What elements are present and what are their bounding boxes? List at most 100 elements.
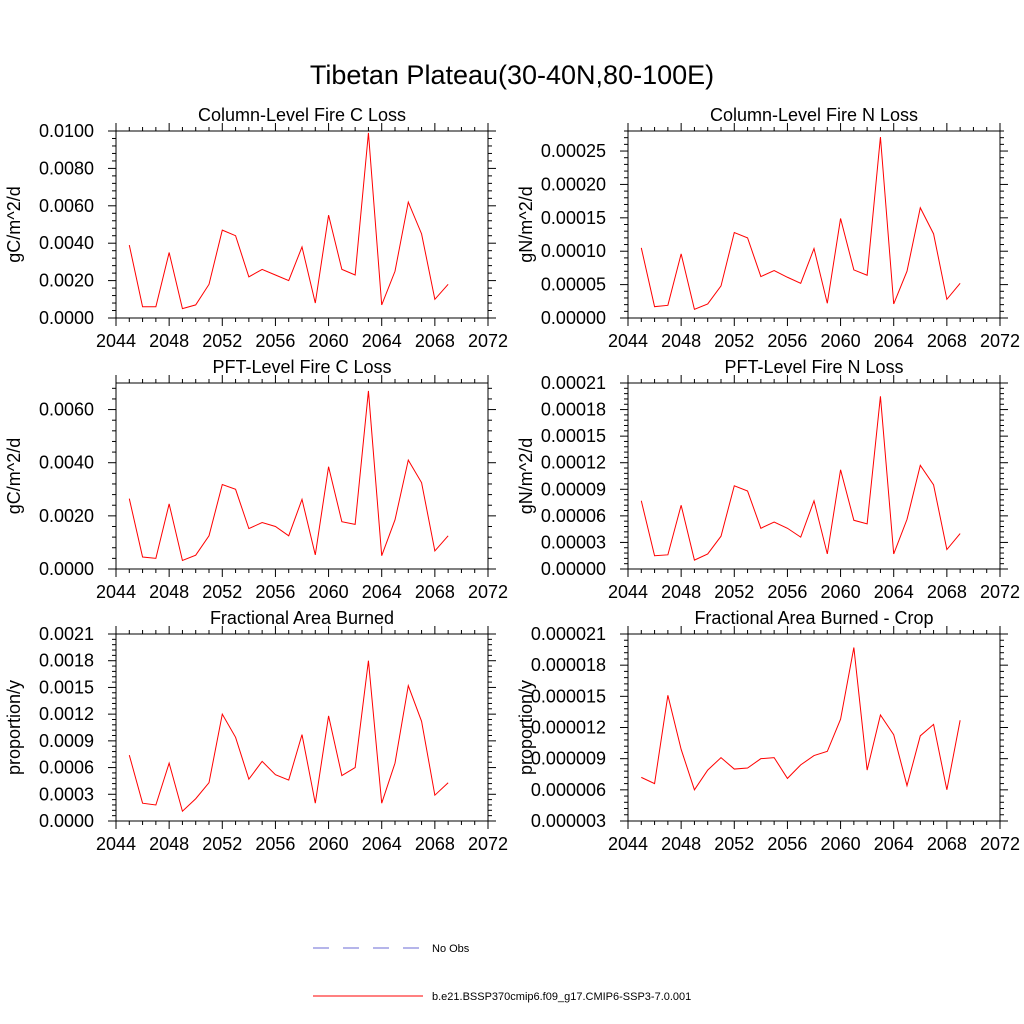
y-tick-label: 0.0006 (39, 758, 94, 778)
series-line-1 (128, 132, 449, 310)
y-tick-label: 0.0003 (39, 784, 94, 804)
y-tick-label: 0.000015 (531, 686, 606, 706)
x-tick-label: 2056 (255, 331, 295, 351)
y-tick-label: 0.00015 (541, 208, 606, 228)
y-tick-label: 0.00015 (541, 426, 606, 446)
x-tick-label: 2056 (767, 331, 807, 351)
series-line-1 (640, 396, 961, 561)
x-tick-label: 2048 (149, 331, 189, 351)
y-tick-label: 0.0012 (39, 704, 94, 724)
y-tick-label: 0.000021 (531, 624, 606, 644)
y-tick-label: 0.0020 (39, 271, 94, 291)
y-tick-label: 0.00000 (541, 308, 606, 328)
y-tick-label: 0.0040 (39, 233, 94, 253)
y-tick-label: 0.0000 (39, 559, 94, 579)
x-tick-label: 2044 (96, 331, 136, 351)
y-tick-label: 0.0060 (39, 196, 94, 216)
x-tick-label: 2044 (96, 582, 136, 602)
x-tick-label: 2052 (202, 582, 242, 602)
panel-title: PFT-Level Fire N Loss (724, 357, 903, 377)
x-tick-label: 2056 (767, 582, 807, 602)
chart-panel-4: PFT-Level Fire N Loss gN/m^2/d 2044 2048 205… (516, 357, 1020, 602)
y-tick-label: 0.000009 (531, 749, 606, 769)
y-tick-label: 0.0100 (39, 121, 94, 141)
x-tick-label: 2064 (874, 834, 914, 854)
legend: No Obs b.e21.BSSP370cmip6.f09_g17.CMIP6-… (313, 943, 691, 1003)
y-tick-label: 0.0018 (39, 651, 94, 671)
series-line-1 (128, 390, 449, 562)
x-tick-label: 2064 (362, 582, 402, 602)
panel-title: Column-Level Fire C Loss (198, 105, 406, 125)
figure-title: Tibetan Plateau(30-40N,80-100E) (310, 60, 714, 90)
x-tick-label: 2060 (309, 834, 349, 854)
x-tick-label: 2060 (821, 331, 861, 351)
x-tick-label: 2068 (927, 582, 967, 602)
x-tick-label: 2056 (767, 834, 807, 854)
series-line-1 (641, 647, 961, 791)
panel-title: Fractional Area Burned (210, 608, 394, 628)
y-tick-label: 0.00018 (541, 400, 606, 420)
y-tick-label: 0.00006 (541, 506, 606, 526)
x-tick-label: 2048 (661, 834, 701, 854)
x-tick-label: 2052 (714, 834, 754, 854)
chart-panel-6: Fractional Area Burned - Crop proportion/… (516, 608, 1020, 854)
chart-panel-3: PFT-Level Fire C Loss gC/m^2/d 2044 2048 205… (4, 357, 508, 602)
series-line-1 (640, 136, 961, 311)
x-tick-label: 2052 (202, 331, 242, 351)
x-tick-label: 2064 (362, 331, 402, 351)
y-tick-label: 0.00000 (541, 559, 606, 579)
y-axis-label: gC/m^2/d (4, 186, 24, 262)
panel-title: PFT-Level Fire C Loss (212, 357, 391, 377)
x-tick-label: 2048 (661, 582, 701, 602)
x-tick-label: 2044 (608, 331, 648, 351)
y-tick-label: 0.00010 (541, 241, 606, 261)
x-tick-label: 2060 (821, 834, 861, 854)
y-tick-label: 0.0080 (39, 158, 94, 178)
y-axis-label: proportion/y (516, 680, 536, 775)
panels: Column-Level Fire C Loss gC/m^2/d 2044 2048… (4, 105, 1020, 854)
y-tick-label: 0.000012 (531, 718, 606, 738)
x-tick-label: 2072 (468, 834, 508, 854)
x-tick-label: 2068 (415, 331, 455, 351)
x-tick-label: 2052 (714, 331, 754, 351)
y-tick-label: 0.000003 (531, 811, 606, 831)
chart-panel-5: Fractional Area Burned proportion/y 2044 20… (4, 608, 508, 854)
y-axis-label: proportion/y (4, 680, 24, 775)
x-tick-label: 2068 (415, 834, 455, 854)
y-tick-label: 0.00025 (541, 141, 606, 161)
y-tick-label: 0.0009 (39, 731, 94, 751)
y-tick-label: 0.00021 (541, 373, 606, 393)
y-tick-label: 0.0015 (39, 677, 94, 697)
x-tick-label: 2044 (608, 834, 648, 854)
x-tick-label: 2056 (255, 834, 295, 854)
y-tick-label: 0.0000 (39, 811, 94, 831)
x-tick-label: 2072 (468, 331, 508, 351)
series-line-1 (128, 660, 449, 813)
y-axis-label: gC/m^2/d (4, 438, 24, 514)
x-tick-label: 2052 (202, 834, 242, 854)
y-tick-label: 0.0020 (39, 506, 94, 526)
y-tick-label: 0.0021 (39, 624, 94, 644)
x-tick-label: 2060 (309, 331, 349, 351)
legend-no-obs-label: No Obs (432, 943, 470, 955)
x-tick-label: 2068 (927, 834, 967, 854)
x-tick-label: 2044 (96, 834, 136, 854)
x-tick-label: 2056 (255, 582, 295, 602)
x-tick-label: 2068 (927, 331, 967, 351)
y-tick-label: 0.0040 (39, 453, 94, 473)
x-tick-label: 2064 (874, 331, 914, 351)
y-tick-label: 0.000018 (531, 655, 606, 675)
y-tick-label: 0.00009 (541, 479, 606, 499)
y-tick-label: 0.000006 (531, 780, 606, 800)
y-tick-label: 0.0000 (39, 308, 94, 328)
x-tick-label: 2048 (149, 834, 189, 854)
panel-title: Fractional Area Burned - Crop (694, 608, 933, 628)
y-tick-label: 0.00003 (541, 532, 606, 552)
x-tick-label: 2072 (980, 331, 1020, 351)
legend-model-label: b.e21.BSSP370cmip6.f09_g17.CMIP6-SSP3-7.… (432, 991, 691, 1003)
x-tick-label: 2072 (468, 582, 508, 602)
y-tick-label: 0.0060 (39, 400, 94, 420)
y-tick-label: 0.00012 (541, 453, 606, 473)
